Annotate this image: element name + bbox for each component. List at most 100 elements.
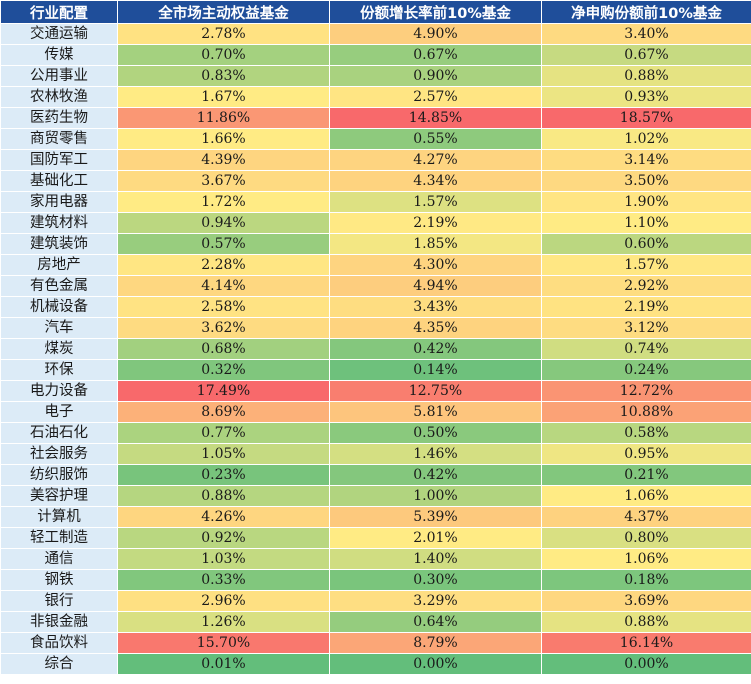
industry-cell: 电力设备 — [0, 380, 118, 402]
industry-cell: 传媒 — [0, 44, 118, 66]
value-cell: 0.58% — [541, 422, 751, 444]
value-cell: 4.27% — [329, 149, 542, 171]
value-cell: 3.50% — [541, 170, 751, 192]
value-cell: 0.00% — [541, 653, 751, 675]
value-cell: 2.92% — [541, 275, 751, 297]
value-cell: 5.81% — [329, 401, 542, 423]
value-cell: 18.57% — [541, 107, 751, 129]
value-cell: 4.34% — [329, 170, 542, 192]
value-cell: 3.43% — [329, 296, 542, 318]
value-cell: 0.67% — [541, 44, 751, 66]
value-cell: 1.26% — [117, 611, 330, 633]
industry-cell: 银行 — [0, 590, 118, 612]
value-cell: 3.14% — [541, 149, 751, 171]
value-cell: 0.95% — [541, 443, 751, 465]
table-row: 石油石化 0.77% 0.50% 0.58% — [0, 422, 751, 444]
value-cell: 1.46% — [329, 443, 542, 465]
value-cell: 0.21% — [541, 464, 751, 486]
value-cell: 0.18% — [541, 569, 751, 591]
value-cell: 2.28% — [117, 254, 330, 276]
value-cell: 0.42% — [329, 338, 542, 360]
value-cell: 1.57% — [541, 254, 751, 276]
table-row: 机械设备 2.58% 3.43% 2.19% — [0, 296, 751, 318]
industry-cell: 建筑装饰 — [0, 233, 118, 255]
table-row: 美容护理 0.88% 1.00% 1.06% — [0, 485, 751, 507]
value-cell: 2.78% — [117, 23, 330, 45]
industry-cell: 美容护理 — [0, 485, 118, 507]
value-cell: 1.40% — [329, 548, 542, 570]
value-cell: 0.83% — [117, 65, 330, 87]
value-cell: 2.58% — [117, 296, 330, 318]
header-industry: 行业配置 — [0, 0, 118, 24]
table-row: 计算机 4.26% 5.39% 4.37% — [0, 506, 751, 528]
value-cell: 0.77% — [117, 422, 330, 444]
industry-cell: 钢铁 — [0, 569, 118, 591]
value-cell: 0.00% — [329, 653, 542, 675]
table-body: 交通运输 2.78% 4.90% 3.40% 传媒 0.70% 0.67% 0.67% 公用事业… — [0, 23, 751, 675]
industry-cell: 非银金融 — [0, 611, 118, 633]
value-cell: 12.75% — [329, 380, 542, 402]
value-cell: 4.37% — [541, 506, 751, 528]
value-cell: 1.06% — [541, 485, 751, 507]
industry-cell: 家用电器 — [0, 191, 118, 213]
value-cell: 0.33% — [117, 569, 330, 591]
value-cell: 8.69% — [117, 401, 330, 423]
table-row: 商贸零售 1.66% 0.55% 1.02% — [0, 128, 751, 150]
header-top10-share-growth-funds: 份额增长率前10%基金 — [329, 0, 542, 24]
value-cell: 1.05% — [117, 443, 330, 465]
value-cell: 1.06% — [541, 548, 751, 570]
table-row: 建筑材料 0.94% 2.19% 1.10% — [0, 212, 751, 234]
industry-cell: 汽车 — [0, 317, 118, 339]
value-cell: 0.57% — [117, 233, 330, 255]
table-header: 行业配置 全市场主动权益基金 份额增长率前10%基金 净申购份额前10%基金 — [0, 0, 751, 24]
value-cell: 0.93% — [541, 86, 751, 108]
industry-cell: 轻工制造 — [0, 527, 118, 549]
value-cell: 2.01% — [329, 527, 542, 549]
industry-cell: 商贸零售 — [0, 128, 118, 150]
value-cell: 1.67% — [117, 86, 330, 108]
table-row: 交通运输 2.78% 4.90% 3.40% — [0, 23, 751, 45]
value-cell: 0.68% — [117, 338, 330, 360]
value-cell: 0.30% — [329, 569, 542, 591]
value-cell: 3.29% — [329, 590, 542, 612]
value-cell: 1.66% — [117, 128, 330, 150]
value-cell: 4.94% — [329, 275, 542, 297]
value-cell: 14.85% — [329, 107, 542, 129]
table-row: 轻工制造 0.92% 2.01% 0.80% — [0, 527, 751, 549]
value-cell: 17.49% — [117, 380, 330, 402]
industry-cell: 纺织服饰 — [0, 464, 118, 486]
value-cell: 1.02% — [541, 128, 751, 150]
header-top10-net-subscription-funds: 净申购份额前10%基金 — [541, 0, 751, 24]
table-row: 基础化工 3.67% 4.34% 3.50% — [0, 170, 751, 192]
header-all-market-equity-funds: 全市场主动权益基金 — [117, 0, 330, 24]
header-row: 行业配置 全市场主动权益基金 份额增长率前10%基金 净申购份额前10%基金 — [0, 0, 751, 24]
table-row: 房地产 2.28% 4.30% 1.57% — [0, 254, 751, 276]
industry-cell: 医药生物 — [0, 107, 118, 129]
industry-cell: 国防军工 — [0, 149, 118, 171]
value-cell: 12.72% — [541, 380, 751, 402]
value-cell: 0.88% — [117, 485, 330, 507]
table-row: 电子 8.69% 5.81% 10.88% — [0, 401, 751, 423]
value-cell: 0.74% — [541, 338, 751, 360]
value-cell: 0.01% — [117, 653, 330, 675]
value-cell: 0.94% — [117, 212, 330, 234]
value-cell: 2.19% — [329, 212, 542, 234]
value-cell: 0.70% — [117, 44, 330, 66]
table-row: 建筑装饰 0.57% 1.85% 0.60% — [0, 233, 751, 255]
value-cell: 3.62% — [117, 317, 330, 339]
value-cell: 0.88% — [541, 65, 751, 87]
industry-cell: 食品饮料 — [0, 632, 118, 654]
industry-cell: 基础化工 — [0, 170, 118, 192]
table-row: 食品饮料 15.70% 8.79% 16.14% — [0, 632, 751, 654]
value-cell: 4.90% — [329, 23, 542, 45]
value-cell: 11.86% — [117, 107, 330, 129]
value-cell: 0.64% — [329, 611, 542, 633]
value-cell: 0.14% — [329, 359, 542, 381]
table-row: 社会服务 1.05% 1.46% 0.95% — [0, 443, 751, 465]
industry-cell: 计算机 — [0, 506, 118, 528]
value-cell: 0.55% — [329, 128, 542, 150]
value-cell: 3.69% — [541, 590, 751, 612]
value-cell: 3.40% — [541, 23, 751, 45]
industry-cell: 房地产 — [0, 254, 118, 276]
industry-cell: 社会服务 — [0, 443, 118, 465]
